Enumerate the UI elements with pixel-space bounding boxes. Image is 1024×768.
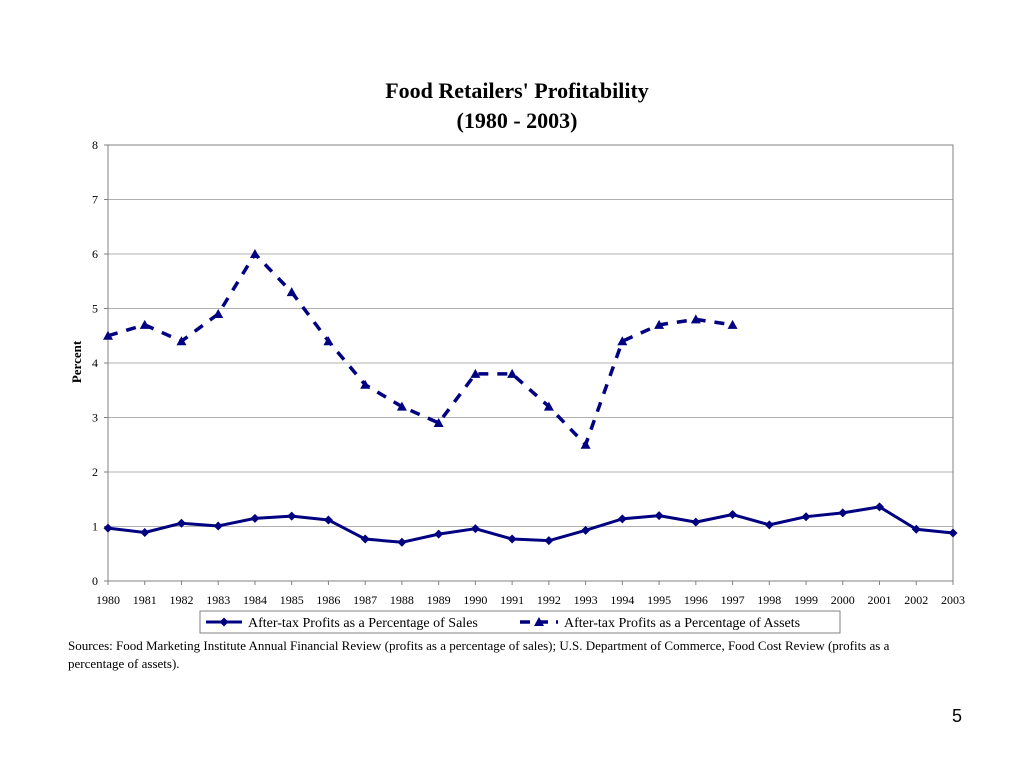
data-point — [213, 308, 224, 318]
series — [103, 249, 958, 547]
x-tick-label: 2000 — [831, 593, 855, 607]
x-tick-label: 1995 — [647, 593, 671, 607]
data-point — [360, 534, 370, 544]
series-1 — [103, 502, 958, 547]
data-point — [654, 511, 664, 521]
legend: After-tax Profits as a Percentage of Sal… — [206, 616, 800, 631]
x-tick-label: 1990 — [463, 593, 487, 607]
data-point — [581, 525, 591, 535]
y-tick-label: 7 — [92, 193, 98, 207]
data-point — [948, 528, 958, 538]
legend-marker-sales — [219, 617, 229, 627]
y-tick-label: 6 — [92, 247, 98, 261]
gridlines — [108, 199, 953, 527]
y-tick-label: 3 — [92, 411, 98, 425]
x-tick-label: 1994 — [610, 593, 634, 607]
data-point — [140, 527, 150, 537]
chart-title: Food Retailers' Profitability — [385, 78, 649, 103]
x-tick-label: 2002 — [904, 593, 928, 607]
data-point — [176, 336, 187, 346]
y-tick-label: 1 — [92, 520, 98, 534]
data-point — [249, 249, 260, 258]
data-point — [103, 523, 113, 533]
x-tick-label: 1982 — [169, 593, 193, 607]
data-point — [396, 401, 407, 411]
data-point — [250, 513, 260, 523]
data-point — [213, 521, 223, 531]
y-axis-ticks: 0 1 2 3 4 5 6 7 8 — [92, 138, 108, 588]
data-point — [176, 518, 186, 528]
data-point — [287, 511, 297, 521]
data-point — [323, 336, 334, 346]
data-point — [286, 287, 297, 297]
x-tick-label: 1983 — [206, 593, 230, 607]
data-point — [470, 368, 481, 378]
x-tick-label: 1997 — [721, 593, 745, 607]
data-point — [617, 336, 628, 346]
x-tick-label: 1984 — [243, 593, 267, 607]
x-tick-label: 1981 — [133, 593, 157, 607]
x-tick-label: 2003 — [941, 593, 965, 607]
x-tick-label: 1986 — [316, 593, 340, 607]
y-tick-label: 4 — [92, 356, 98, 370]
chart-subtitle: (1980 - 2003) — [457, 108, 578, 133]
chart: Food Retailers' Profitability (1980 - 20… — [69, 78, 965, 634]
data-point — [838, 508, 848, 518]
data-point — [691, 517, 701, 527]
data-point — [397, 537, 407, 547]
x-tick-label: 1991 — [500, 593, 524, 607]
data-point — [360, 379, 371, 389]
data-point — [727, 319, 738, 329]
y-tick-label: 8 — [92, 138, 98, 152]
y-tick-label: 2 — [92, 465, 98, 479]
data-point — [764, 520, 774, 530]
data-point — [911, 524, 921, 534]
data-point — [728, 510, 738, 520]
data-point — [507, 534, 517, 544]
y-axis-label: Percent — [69, 340, 84, 383]
data-point — [801, 512, 811, 522]
x-tick-label: 1992 — [537, 593, 561, 607]
x-tick-label: 1988 — [390, 593, 414, 607]
x-tick-label: 1996 — [684, 593, 708, 607]
data-point — [875, 502, 885, 512]
x-tick-label: 1985 — [280, 593, 304, 607]
data-point — [434, 529, 444, 539]
data-point — [433, 417, 444, 427]
data-point — [507, 368, 518, 378]
x-tick-label: 2001 — [868, 593, 892, 607]
data-point — [323, 515, 333, 525]
data-point — [580, 439, 591, 449]
x-tick-label: 1999 — [794, 593, 818, 607]
x-tick-label: 1993 — [574, 593, 598, 607]
series-2 — [103, 249, 738, 449]
legend-label-sales: After-tax Profits as a Percentage of Sal… — [248, 616, 478, 631]
data-point — [470, 524, 480, 534]
page-number: 5 — [951, 706, 962, 726]
data-point — [690, 314, 701, 324]
x-tick-label: 1987 — [353, 593, 377, 607]
data-point — [139, 319, 150, 329]
x-tick-label: 1980 — [96, 593, 120, 607]
sources-note: Sources: Food Marketing Institute Annual… — [68, 638, 890, 671]
legend-label-assets: After-tax Profits as a Percentage of Ass… — [564, 616, 800, 631]
y-tick-label: 5 — [92, 302, 98, 316]
y-tick-label: 0 — [92, 574, 98, 588]
data-point — [544, 536, 554, 546]
data-point — [654, 319, 665, 329]
legend-marker-assets — [534, 617, 544, 626]
x-tick-label: 1998 — [757, 593, 781, 607]
x-axis-ticks: 1980 1981 1982 1983 1984 1985 1986 1987 1988 1989… — [96, 581, 965, 607]
data-point — [543, 401, 554, 411]
data-point — [103, 330, 113, 340]
series-line — [107, 252, 733, 447]
data-point — [617, 514, 627, 524]
series-line — [107, 505, 954, 544]
x-tick-label: 1989 — [427, 593, 451, 607]
